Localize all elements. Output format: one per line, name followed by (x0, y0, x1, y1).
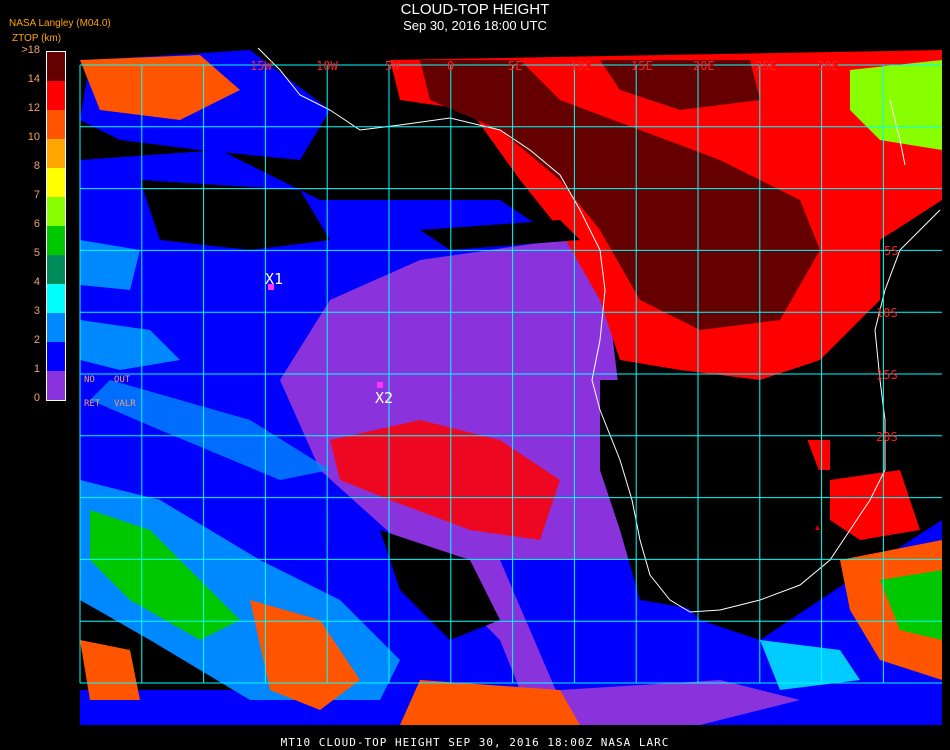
longitude-labels: 15W 10W 5W 0 5E 10E 15E 20E 25E 30E (250, 59, 839, 73)
lat-label: 15S (876, 368, 898, 382)
lon-label: 10W (316, 59, 338, 73)
lat-label: 5S (884, 244, 898, 258)
footer-caption: MT10 CLOUD-TOP HEIGHT SEP 30, 2016 18:00… (280, 736, 670, 749)
svg-text:X2: X2 (375, 389, 393, 407)
valr-label: VALR (114, 399, 136, 409)
legend-swatch (47, 139, 65, 168)
no-label: NO (84, 375, 95, 385)
out-label: OUT (114, 375, 131, 385)
lon-label: 5W (385, 59, 400, 73)
lon-label: 15E (631, 59, 653, 73)
lon-label: 15W (250, 59, 272, 73)
map-subtitle: Sep 30, 2016 18:00 UTC (403, 18, 547, 33)
coastline (257, 47, 941, 613)
legend-swatch (47, 168, 65, 197)
latitude-labels: 5S 10S 15S 20S (876, 244, 898, 444)
legend-tick: 3 (33, 305, 40, 317)
legend-tick: 7 (33, 189, 40, 201)
legend-tick: 1 (33, 363, 40, 375)
svg-text:X1: X1 (265, 270, 283, 288)
legend-tick: 5 (33, 247, 40, 259)
legend-tick: 12 (27, 102, 40, 114)
legend-tick: 14 (27, 73, 40, 85)
legend-tick: 4 (33, 276, 40, 288)
legend-swatch (47, 110, 65, 139)
lon-label: 20E (693, 59, 715, 73)
cloud-layer (80, 50, 942, 725)
legend-tick: 10 (27, 131, 40, 143)
legend-tick: 2 (33, 334, 40, 346)
marker-x1: X1 (265, 270, 283, 290)
legend-swatch (47, 284, 65, 313)
lon-label: 30E (817, 59, 839, 73)
color-legend (46, 51, 66, 401)
lon-label: 5E (508, 59, 522, 73)
lat-label: 10S (876, 306, 898, 320)
legend-tick: 6 (33, 218, 40, 230)
lat-label: 20S (876, 430, 898, 444)
map-title: CLOUD-TOP HEIGHT (400, 1, 550, 18)
lon-label: 25E (755, 59, 777, 73)
legend-swatch (47, 342, 65, 371)
legend-swatch (47, 226, 65, 255)
marker-x2: X2 (375, 382, 393, 407)
ret-label: RET (84, 399, 101, 409)
legend-swatch (47, 197, 65, 226)
unit-label: ZTOP (km) (12, 33, 62, 44)
legend-swatch (47, 52, 65, 81)
graticule (79, 64, 942, 684)
legend-swatch (47, 371, 65, 400)
legend-swatch (47, 81, 65, 110)
legend-tick: >18 (21, 44, 40, 56)
legend-tick: 8 (33, 160, 40, 172)
legend-tick: 0 (33, 392, 40, 404)
org-label: NASA Langley (M04.0) (9, 18, 111, 29)
lon-label: 10E (570, 59, 592, 73)
legend-swatch (47, 313, 65, 342)
legend-swatch (47, 255, 65, 284)
lon-label: 0 (447, 59, 454, 73)
